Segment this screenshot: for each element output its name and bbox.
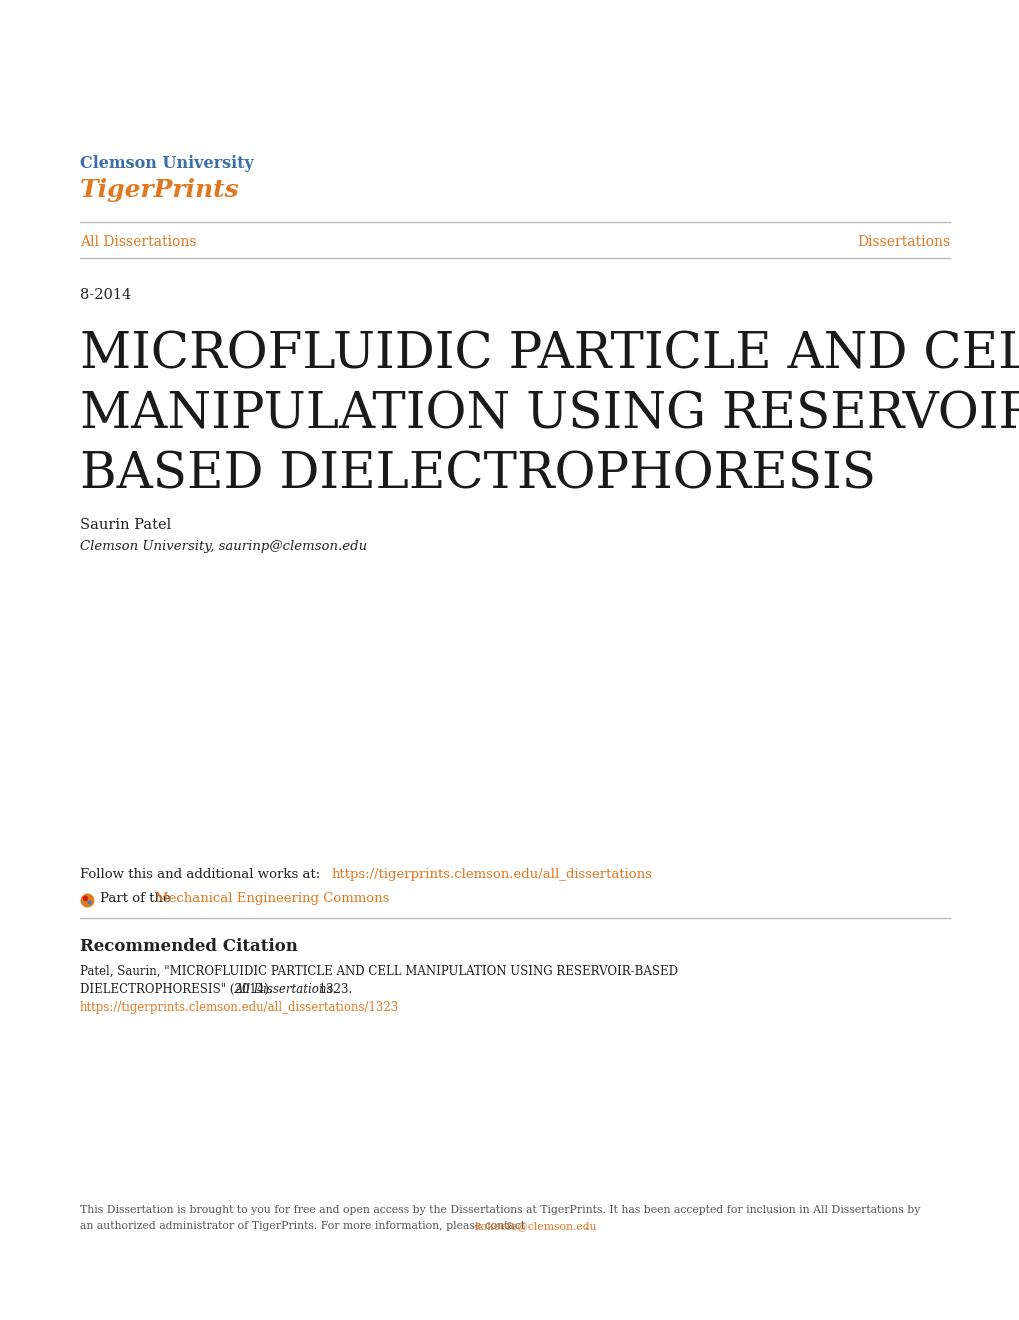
Text: MANIPULATION USING RESERVOIR-: MANIPULATION USING RESERVOIR-: [79, 389, 1019, 440]
Text: DIELECTROPHORESIS" (2014).: DIELECTROPHORESIS" (2014).: [79, 983, 276, 997]
Text: an authorized administrator of TigerPrints. For more information, please contact: an authorized administrator of TigerPrin…: [79, 1221, 528, 1232]
Text: Clemson University: Clemson University: [79, 154, 254, 172]
Text: https://tigerprints.clemson.edu/all_dissertations/1323: https://tigerprints.clemson.edu/all_diss…: [79, 1001, 398, 1014]
Text: BASED DIELECTROPHORESIS: BASED DIELECTROPHORESIS: [79, 450, 875, 499]
Text: MICROFLUIDIC PARTICLE AND CELL: MICROFLUIDIC PARTICLE AND CELL: [79, 330, 1019, 379]
Text: Follow this and additional works at:: Follow this and additional works at:: [79, 869, 324, 880]
Text: Saurin Patel: Saurin Patel: [79, 517, 171, 532]
Text: kokeefe@clemson.edu: kokeefe@clemson.edu: [475, 1221, 597, 1232]
Text: .: .: [585, 1221, 588, 1232]
Text: All Dissertations: All Dissertations: [79, 235, 197, 249]
Text: All Dissertations.: All Dissertations.: [234, 983, 337, 997]
Text: 1323.: 1323.: [315, 983, 352, 997]
Text: Patel, Saurin, "MICROFLUIDIC PARTICLE AND CELL MANIPULATION USING RESERVOIR-BASE: Patel, Saurin, "MICROFLUIDIC PARTICLE AN…: [79, 965, 678, 978]
Text: Part of the: Part of the: [100, 892, 175, 906]
Text: Clemson University, saurinp@clemson.edu: Clemson University, saurinp@clemson.edu: [79, 540, 367, 553]
Text: Dissertations: Dissertations: [856, 235, 949, 249]
Text: Recommended Citation: Recommended Citation: [79, 939, 298, 954]
Text: Mechanical Engineering Commons: Mechanical Engineering Commons: [155, 892, 389, 906]
Text: 8-2014: 8-2014: [79, 288, 131, 302]
Text: https://tigerprints.clemson.edu/all_dissertations: https://tigerprints.clemson.edu/all_diss…: [331, 869, 652, 880]
Text: TigerPrints: TigerPrints: [79, 178, 239, 202]
Text: This Dissertation is brought to you for free and open access by the Dissertation: This Dissertation is brought to you for …: [79, 1205, 919, 1214]
